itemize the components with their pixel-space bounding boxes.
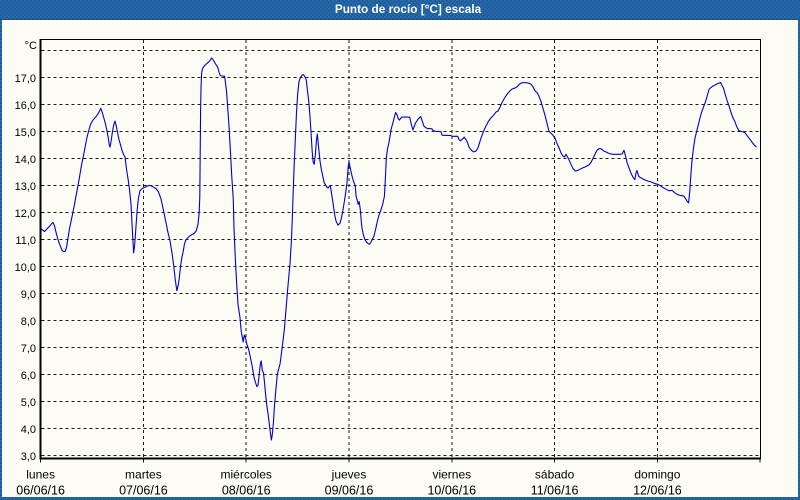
svg-text:sábado: sábado [535, 468, 575, 482]
svg-text:11/06/16: 11/06/16 [531, 484, 579, 498]
svg-text:13,0: 13,0 [15, 181, 36, 193]
svg-text:viernes: viernes [432, 468, 471, 482]
svg-text:7,0: 7,0 [21, 343, 36, 355]
svg-text:9,0: 9,0 [21, 289, 36, 301]
svg-text:5,0: 5,0 [21, 397, 36, 409]
svg-text:12/06/16: 12/06/16 [633, 484, 682, 498]
svg-text:12,0: 12,0 [15, 208, 36, 220]
svg-text:09/06/16: 09/06/16 [325, 484, 374, 498]
svg-text:17,0: 17,0 [15, 73, 36, 85]
svg-text:14,0: 14,0 [15, 154, 36, 166]
svg-text:6,0: 6,0 [21, 370, 36, 382]
svg-text:8,0: 8,0 [21, 316, 36, 328]
svg-text:11,0: 11,0 [15, 235, 36, 247]
svg-text:lunes: lunes [26, 468, 55, 482]
svg-text:domingo: domingo [634, 468, 680, 482]
svg-text:4,0: 4,0 [21, 424, 36, 436]
svg-text:jueves: jueves [331, 468, 367, 482]
svg-text:Punto de rocío [°C] escala: Punto de rocío [°C] escala [335, 2, 482, 16]
svg-text:3,0: 3,0 [21, 451, 36, 463]
svg-text:°C: °C [25, 40, 37, 52]
svg-text:10,0: 10,0 [15, 262, 36, 274]
svg-text:10/06/16: 10/06/16 [427, 484, 476, 498]
svg-text:miércoles: miércoles [221, 468, 272, 482]
svg-text:08/06/16: 08/06/16 [222, 484, 271, 498]
svg-text:16,0: 16,0 [15, 100, 36, 112]
svg-text:07/06/16: 07/06/16 [119, 484, 168, 498]
svg-text:06/06/16: 06/06/16 [16, 484, 65, 498]
svg-text:15,0: 15,0 [15, 127, 36, 139]
svg-text:martes: martes [125, 468, 162, 482]
